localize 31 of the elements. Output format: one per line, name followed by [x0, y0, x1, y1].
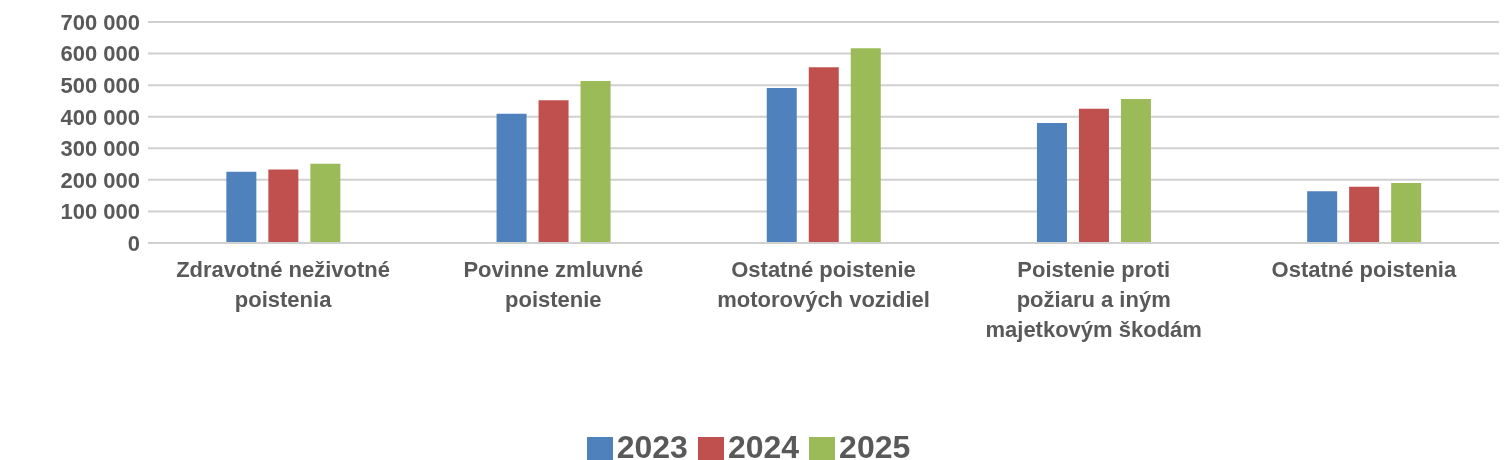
bar	[1349, 186, 1380, 243]
y-tick-label: 600 000	[60, 41, 140, 67]
bar	[1391, 183, 1422, 243]
bar	[1078, 108, 1109, 243]
x-tick-label: Ostatné poistenia	[1271, 257, 1457, 282]
y-tick-label: 200 000	[60, 167, 140, 193]
bar	[1120, 99, 1151, 243]
x-tick-label: Ostatné poistenie motorových vozidiel	[717, 257, 930, 312]
y-tick-label: 700 000	[60, 9, 140, 35]
bar	[268, 169, 299, 243]
x-tick-label: Poistenie proti požiaru a iným majetkovým škodám	[985, 257, 1202, 342]
bar	[766, 87, 797, 243]
legend-label: 2024	[727, 429, 800, 460]
y-tick-label: 400 000	[60, 104, 140, 130]
bar	[310, 163, 341, 243]
bar	[1036, 123, 1067, 243]
y-tick-label: 0	[127, 230, 140, 256]
bar	[538, 100, 569, 243]
legend-label: 2025	[839, 429, 911, 460]
legend-label: 2023	[616, 429, 688, 460]
y-tick-label: 300 000	[60, 136, 140, 162]
bar	[808, 67, 839, 243]
y-tick-label: 500 000	[60, 72, 140, 98]
bar	[496, 113, 527, 243]
bar	[226, 171, 257, 243]
x-tick-label: Povinne zmluvné poistenie	[463, 257, 644, 312]
bar	[850, 48, 881, 243]
bar	[1307, 191, 1338, 243]
x-tick-label: Zdravotné neživotné poistenia	[176, 257, 391, 312]
y-tick-label: 100 000	[60, 199, 140, 225]
bar	[580, 81, 611, 243]
